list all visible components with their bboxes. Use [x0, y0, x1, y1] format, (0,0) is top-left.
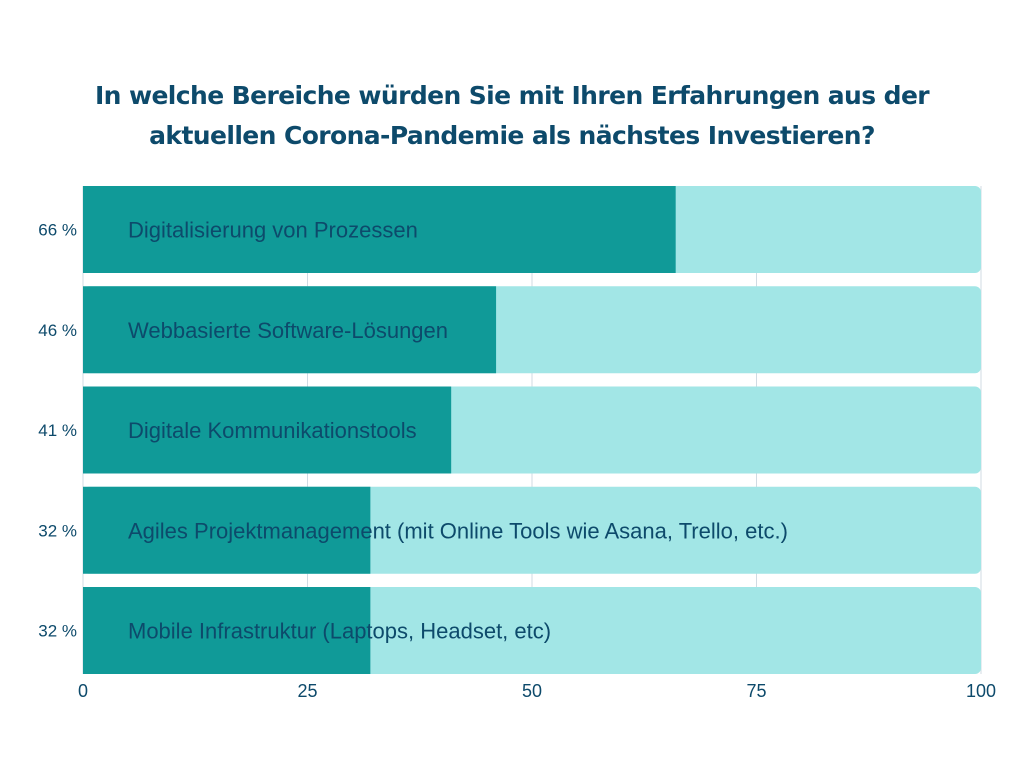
x-tick-label: 100	[966, 681, 996, 701]
value-label: 66 %	[38, 221, 77, 240]
chart-title: In welche Bereiche würden Sie mit Ihren …	[0, 76, 1024, 156]
bar-value	[83, 186, 676, 273]
bars	[83, 186, 981, 674]
x-axis-ticks: 0 25 50 75 100	[78, 681, 996, 701]
value-label: 46 %	[38, 321, 77, 340]
value-label: 32 %	[38, 521, 77, 540]
category-label: Digitale Kommunikationstools	[128, 418, 417, 443]
category-label: Webbasierte Software-Lösungen	[128, 318, 448, 343]
value-label: 32 %	[38, 622, 77, 641]
x-tick-label: 50	[522, 681, 542, 701]
chart-title-line-2: aktuellen Corona-Pandemie als nächstes I…	[149, 121, 875, 150]
x-tick-label: 0	[78, 681, 88, 701]
bar-value	[83, 587, 371, 674]
bar-value	[83, 386, 452, 474]
chart-title-line-1: In welche Bereiche würden Sie mit Ihren …	[94, 81, 930, 110]
x-tick-label: 75	[746, 681, 766, 701]
value-labels: 66 % 46 % 41 % 32 % 32 %	[38, 221, 77, 641]
category-label: Digitalisierung von Prozessen	[128, 218, 418, 243]
category-label: Mobile Infrastruktur (Laptops, Headset, …	[128, 619, 551, 644]
category-labels: Digitalisierung von Prozessen Webbasierte…	[128, 218, 788, 644]
bar-value	[83, 286, 497, 374]
value-label: 41 %	[38, 421, 77, 440]
bar-value	[83, 486, 371, 574]
category-label: Agiles Projektmanagement (mit Online Too…	[128, 518, 788, 543]
x-tick-label: 25	[297, 681, 317, 701]
